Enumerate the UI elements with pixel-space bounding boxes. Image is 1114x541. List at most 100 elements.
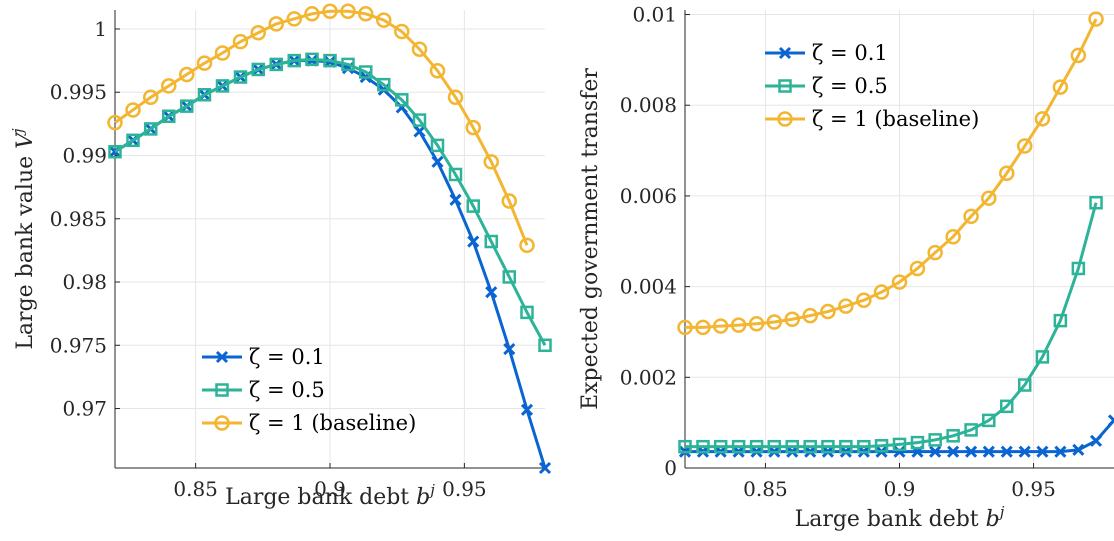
data-point bbox=[1035, 350, 1050, 364]
legend-marker bbox=[215, 350, 229, 364]
legend-label: ζ = 0.1 bbox=[249, 345, 325, 369]
y-tick-label: 0.008 bbox=[620, 93, 677, 117]
data-point bbox=[196, 55, 213, 71]
data-point bbox=[982, 445, 995, 458]
data-point bbox=[802, 307, 818, 324]
data-point bbox=[893, 445, 906, 458]
y-tick-label: 0.006 bbox=[620, 184, 677, 208]
right-chart: 0.85 0.9 0.95 0 0.002 0.004 0.006 0.008 0.01 Larg… bbox=[578, 3, 1114, 532]
data-point bbox=[377, 77, 391, 92]
data-point bbox=[412, 113, 427, 127]
data-point bbox=[322, 3, 338, 20]
data-point bbox=[143, 122, 158, 136]
data-point bbox=[483, 154, 499, 170]
legend-label: ζ = 0.5 bbox=[249, 378, 325, 402]
data-point bbox=[1070, 47, 1087, 64]
data-point bbox=[251, 62, 265, 77]
legend-item: ζ = 1 (baseline) bbox=[765, 107, 979, 131]
x-tick-label: 0.95 bbox=[442, 477, 487, 501]
data-point bbox=[214, 45, 231, 61]
data-point bbox=[678, 439, 692, 454]
y-tick-label: 0.975 bbox=[50, 333, 107, 357]
y-tick-label: 0.01 bbox=[632, 3, 677, 27]
data-point bbox=[232, 33, 249, 50]
data-point bbox=[695, 319, 711, 336]
data-point bbox=[820, 303, 836, 320]
data-point bbox=[1052, 79, 1069, 95]
data-point bbox=[520, 403, 534, 416]
data-point bbox=[1089, 195, 1103, 210]
data-point bbox=[126, 133, 140, 148]
data-point bbox=[892, 437, 907, 452]
y-tick-label: 0.98 bbox=[62, 270, 107, 294]
data-point bbox=[358, 65, 373, 79]
data-point bbox=[1088, 11, 1104, 27]
data-point bbox=[197, 88, 212, 102]
data-point bbox=[713, 439, 728, 454]
data-point bbox=[910, 435, 925, 450]
data-point bbox=[981, 190, 997, 206]
legend-marker bbox=[778, 79, 792, 93]
series-line bbox=[114, 57, 547, 346]
data-point bbox=[677, 319, 693, 336]
legend-marker bbox=[214, 415, 230, 431]
data-point bbox=[856, 292, 872, 308]
x-tick-label: 0.85 bbox=[743, 477, 788, 501]
data-point bbox=[485, 286, 498, 299]
data-point bbox=[431, 155, 444, 168]
data-point bbox=[304, 6, 320, 22]
data-point bbox=[909, 260, 926, 277]
legend-item: ζ = 0.5 bbox=[765, 74, 888, 98]
data-point bbox=[161, 78, 177, 94]
data-point bbox=[839, 439, 853, 454]
data-point bbox=[108, 144, 122, 159]
left-chart: 0.85 0.9 0.95 0.97 0.975 0.98 0.985 0.99 0.995 1 L… bbox=[9, 3, 552, 510]
legend-item: ζ = 0.1 bbox=[765, 41, 888, 65]
data-point bbox=[466, 199, 480, 213]
data-point bbox=[394, 23, 410, 40]
data-point bbox=[519, 237, 535, 254]
data-point bbox=[413, 125, 426, 138]
data-point bbox=[1089, 434, 1103, 447]
x-tick-label: 0.95 bbox=[1011, 477, 1056, 501]
data-point bbox=[766, 314, 783, 330]
data-point bbox=[947, 445, 960, 458]
legend-item: ζ = 0.1 bbox=[202, 345, 325, 369]
data-point bbox=[447, 89, 464, 106]
y-tick-label: 1 bbox=[94, 17, 107, 41]
data-point bbox=[538, 461, 552, 475]
legend-label: ζ = 1 (baseline) bbox=[249, 411, 416, 435]
x-tick-label: 0.9 bbox=[884, 477, 916, 501]
data-point bbox=[250, 25, 266, 41]
data-point bbox=[215, 79, 230, 93]
data-point bbox=[520, 305, 534, 320]
data-point bbox=[963, 208, 979, 225]
data-point bbox=[287, 53, 302, 68]
legend-label: ζ = 1 (baseline) bbox=[812, 107, 979, 131]
data-point bbox=[1000, 445, 1013, 458]
data-point bbox=[929, 445, 942, 458]
data-point bbox=[785, 439, 799, 454]
data-point bbox=[323, 53, 337, 68]
y-axis-label: Large bank value Vj bbox=[9, 128, 38, 350]
legend-marker bbox=[215, 383, 229, 397]
x-axis-label: Large bank debt bj bbox=[795, 503, 1005, 532]
x-tick-label: 0.85 bbox=[173, 477, 218, 501]
data-point bbox=[1054, 445, 1067, 458]
data-point bbox=[268, 16, 284, 32]
y-tick-label: 0.004 bbox=[620, 275, 677, 299]
series-2 bbox=[677, 11, 1104, 336]
data-point bbox=[1016, 138, 1033, 154]
series-line bbox=[114, 9, 529, 246]
data-point bbox=[964, 423, 978, 437]
data-point bbox=[927, 244, 943, 261]
legend-item: ζ = 0.5 bbox=[202, 378, 325, 402]
data-point bbox=[465, 119, 481, 136]
data-point bbox=[891, 274, 908, 290]
data-point bbox=[1017, 378, 1032, 392]
legend-label: ζ = 0.1 bbox=[812, 41, 888, 65]
y-tick-label: 0.97 bbox=[62, 397, 107, 421]
data-point bbox=[1053, 313, 1068, 328]
data-point bbox=[125, 102, 141, 118]
